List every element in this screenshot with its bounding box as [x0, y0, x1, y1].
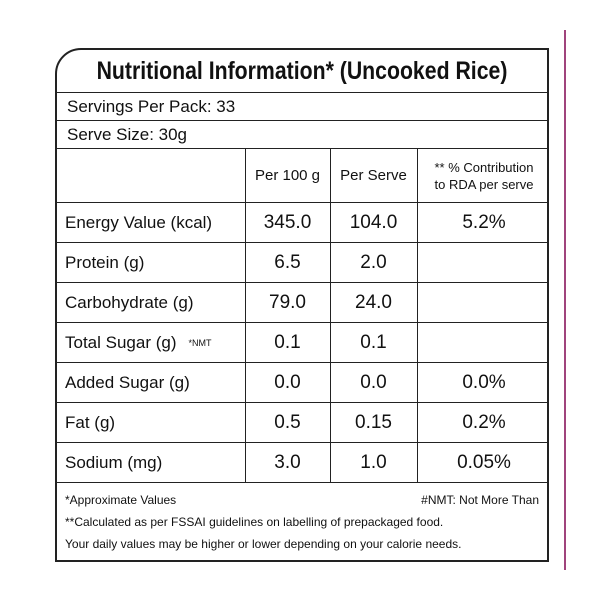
nutrient-name: Fat (g) [65, 403, 243, 442]
nutrient-label: Sodium (mg) [65, 452, 163, 472]
nutrient-label: Total Sugar (g) [65, 332, 177, 352]
column-divider [245, 283, 246, 322]
column-divider [417, 323, 418, 362]
header-line: to RDA per serve [434, 176, 534, 192]
column-divider [417, 403, 418, 442]
column-divider [417, 443, 418, 482]
column-divider [245, 363, 246, 402]
column-divider [417, 149, 418, 202]
value-cell: 24.0 [355, 291, 392, 313]
value-cell: 0.1 [360, 331, 387, 353]
column-divider [417, 363, 418, 402]
value-cell: 0.5 [274, 411, 301, 433]
value-cell: 3.0 [274, 451, 301, 473]
column-divider [330, 363, 331, 402]
nutrient-label: Carbohydrate (g) [65, 292, 194, 312]
header-cell: Per Serve [340, 167, 407, 184]
footer-calc: **Calculated as per FSSAI guidelines on … [65, 515, 444, 529]
value-cell: 0.2% [462, 411, 506, 433]
column-divider [330, 243, 331, 282]
nutrient-row: Sodium (mg) 3.0 1.0 0.05% [57, 442, 547, 482]
header-line: ** % Contribution [434, 159, 534, 175]
nutrient-name: Sodium (mg) [65, 443, 243, 482]
value-cell: 0.0% [462, 371, 506, 393]
footer-daily: Your daily values may be higher or lower… [65, 537, 462, 551]
nutrient-note: *NMT [188, 337, 212, 348]
column-divider [330, 149, 331, 202]
column-divider [330, 283, 331, 322]
column-divider [245, 443, 246, 482]
column-divider [330, 203, 331, 242]
value-cell: 0.0 [274, 371, 301, 393]
column-divider [245, 203, 246, 242]
value-cell: 79.0 [269, 291, 306, 313]
serve-size: Serve Size: 30g [67, 124, 188, 144]
footer-nmt: #NMT: Not More Than [421, 493, 539, 507]
value-cell: 2.0 [360, 251, 387, 273]
nutrient-row: Carbohydrate (g) 79.0 24.0 [57, 282, 547, 322]
value-cell: 1.0 [360, 451, 387, 473]
column-divider [245, 403, 246, 442]
value-cell: 0.15 [355, 411, 392, 433]
column-divider [245, 243, 246, 282]
header-cell: ** % Contribution to RDA per serve [417, 149, 551, 202]
nutrient-label: Fat (g) [65, 412, 116, 432]
servings: Servings Per Pack: 33 [67, 96, 236, 116]
nutrient-name: Carbohydrate (g) [65, 283, 243, 322]
value-cell: 6.5 [274, 251, 301, 273]
nutrient-label: Added Sugar (g) [65, 372, 190, 392]
nutrient-row: Protein (g) 6.5 2.0 [57, 242, 547, 282]
value-cell: 0.1 [274, 331, 301, 353]
column-divider [417, 203, 418, 242]
column-divider [245, 323, 246, 362]
nutrient-row: Added Sugar (g) 0.0 0.0 0.0% [57, 362, 547, 402]
column-divider [417, 283, 418, 322]
column-divider [417, 243, 418, 282]
value-cell: 104.0 [349, 211, 398, 233]
nutrient-row: Energy Value (kcal) 345.0 104.0 5.2% [57, 202, 547, 242]
decor-line [564, 30, 566, 570]
serve-size-row: Serve Size: 30g [57, 120, 547, 148]
nutrient-name: Total Sugar (g) *NMT [65, 323, 243, 362]
servings-row: Servings Per Pack: 33 [57, 92, 547, 120]
title: Nutritional Information* (Uncooked Rice) [96, 56, 508, 85]
nutrient-name: Protein (g) [65, 243, 243, 282]
value-cell: 5.2% [462, 211, 506, 233]
value-cell: 0.05% [457, 451, 511, 473]
nutrient-label: Energy Value (kcal) [65, 212, 213, 232]
column-divider [330, 443, 331, 482]
nutrient-row: Fat (g) 0.5 0.15 0.2% [57, 402, 547, 442]
column-divider [245, 149, 246, 202]
nutrient-label: Protein (g) [65, 252, 145, 272]
nutrient-row: Total Sugar (g) *NMT 0.1 0.1 [57, 322, 547, 362]
header-cell: Per 100 g [254, 167, 321, 184]
nutrient-name: Added Sugar (g) [65, 363, 243, 402]
nutrition-label: Nutritional Information* (Uncooked Rice)… [55, 48, 549, 562]
nutrient-name: Energy Value (kcal) [65, 203, 243, 242]
column-divider [330, 403, 331, 442]
header-row: Per 100 g Per Serve ** % Contribution to RD… [57, 148, 547, 202]
column-divider [330, 323, 331, 362]
footer-approx: *Approximate Values [65, 493, 177, 507]
footer: *Approximate Values #NMT: Not More Than … [57, 482, 547, 560]
value-cell: 0.0 [360, 371, 387, 393]
value-cell: 345.0 [263, 211, 312, 233]
